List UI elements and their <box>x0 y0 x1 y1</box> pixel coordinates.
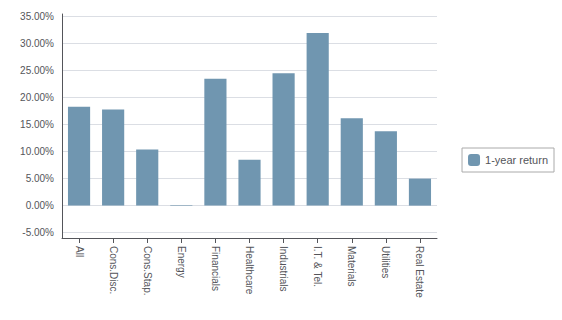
svg-text:10.00%: 10.00% <box>20 146 54 157</box>
svg-text:Utilities: Utilities <box>380 246 391 278</box>
svg-text:Materials: Materials <box>346 246 357 287</box>
svg-text:-5.00%: -5.00% <box>22 227 54 238</box>
svg-text:Healthcare: Healthcare <box>244 246 255 295</box>
svg-text:0.00%: 0.00% <box>26 200 54 211</box>
svg-text:20.00%: 20.00% <box>20 92 54 103</box>
svg-text:Energy: Energy <box>176 246 187 278</box>
svg-text:15.00%: 15.00% <box>20 119 54 130</box>
svg-text:5.00%: 5.00% <box>26 173 54 184</box>
svg-text:Industrials: Industrials <box>278 246 289 292</box>
svg-text:25.00%: 25.00% <box>20 65 54 76</box>
svg-text:All: All <box>74 246 85 257</box>
svg-text:30.00%: 30.00% <box>20 38 54 49</box>
svg-text:Cons.Disc.: Cons.Disc. <box>108 246 119 294</box>
svg-text:1-year return: 1-year return <box>485 154 548 166</box>
svg-text:Financials: Financials <box>210 246 221 291</box>
svg-text:I.T. & Tel.: I.T. & Tel. <box>312 246 323 287</box>
svg-text:35.00%: 35.00% <box>20 11 54 22</box>
svg-text:Cons.Stap.: Cons.Stap. <box>142 246 153 295</box>
svg-text:Real Estate: Real Estate <box>414 246 425 298</box>
